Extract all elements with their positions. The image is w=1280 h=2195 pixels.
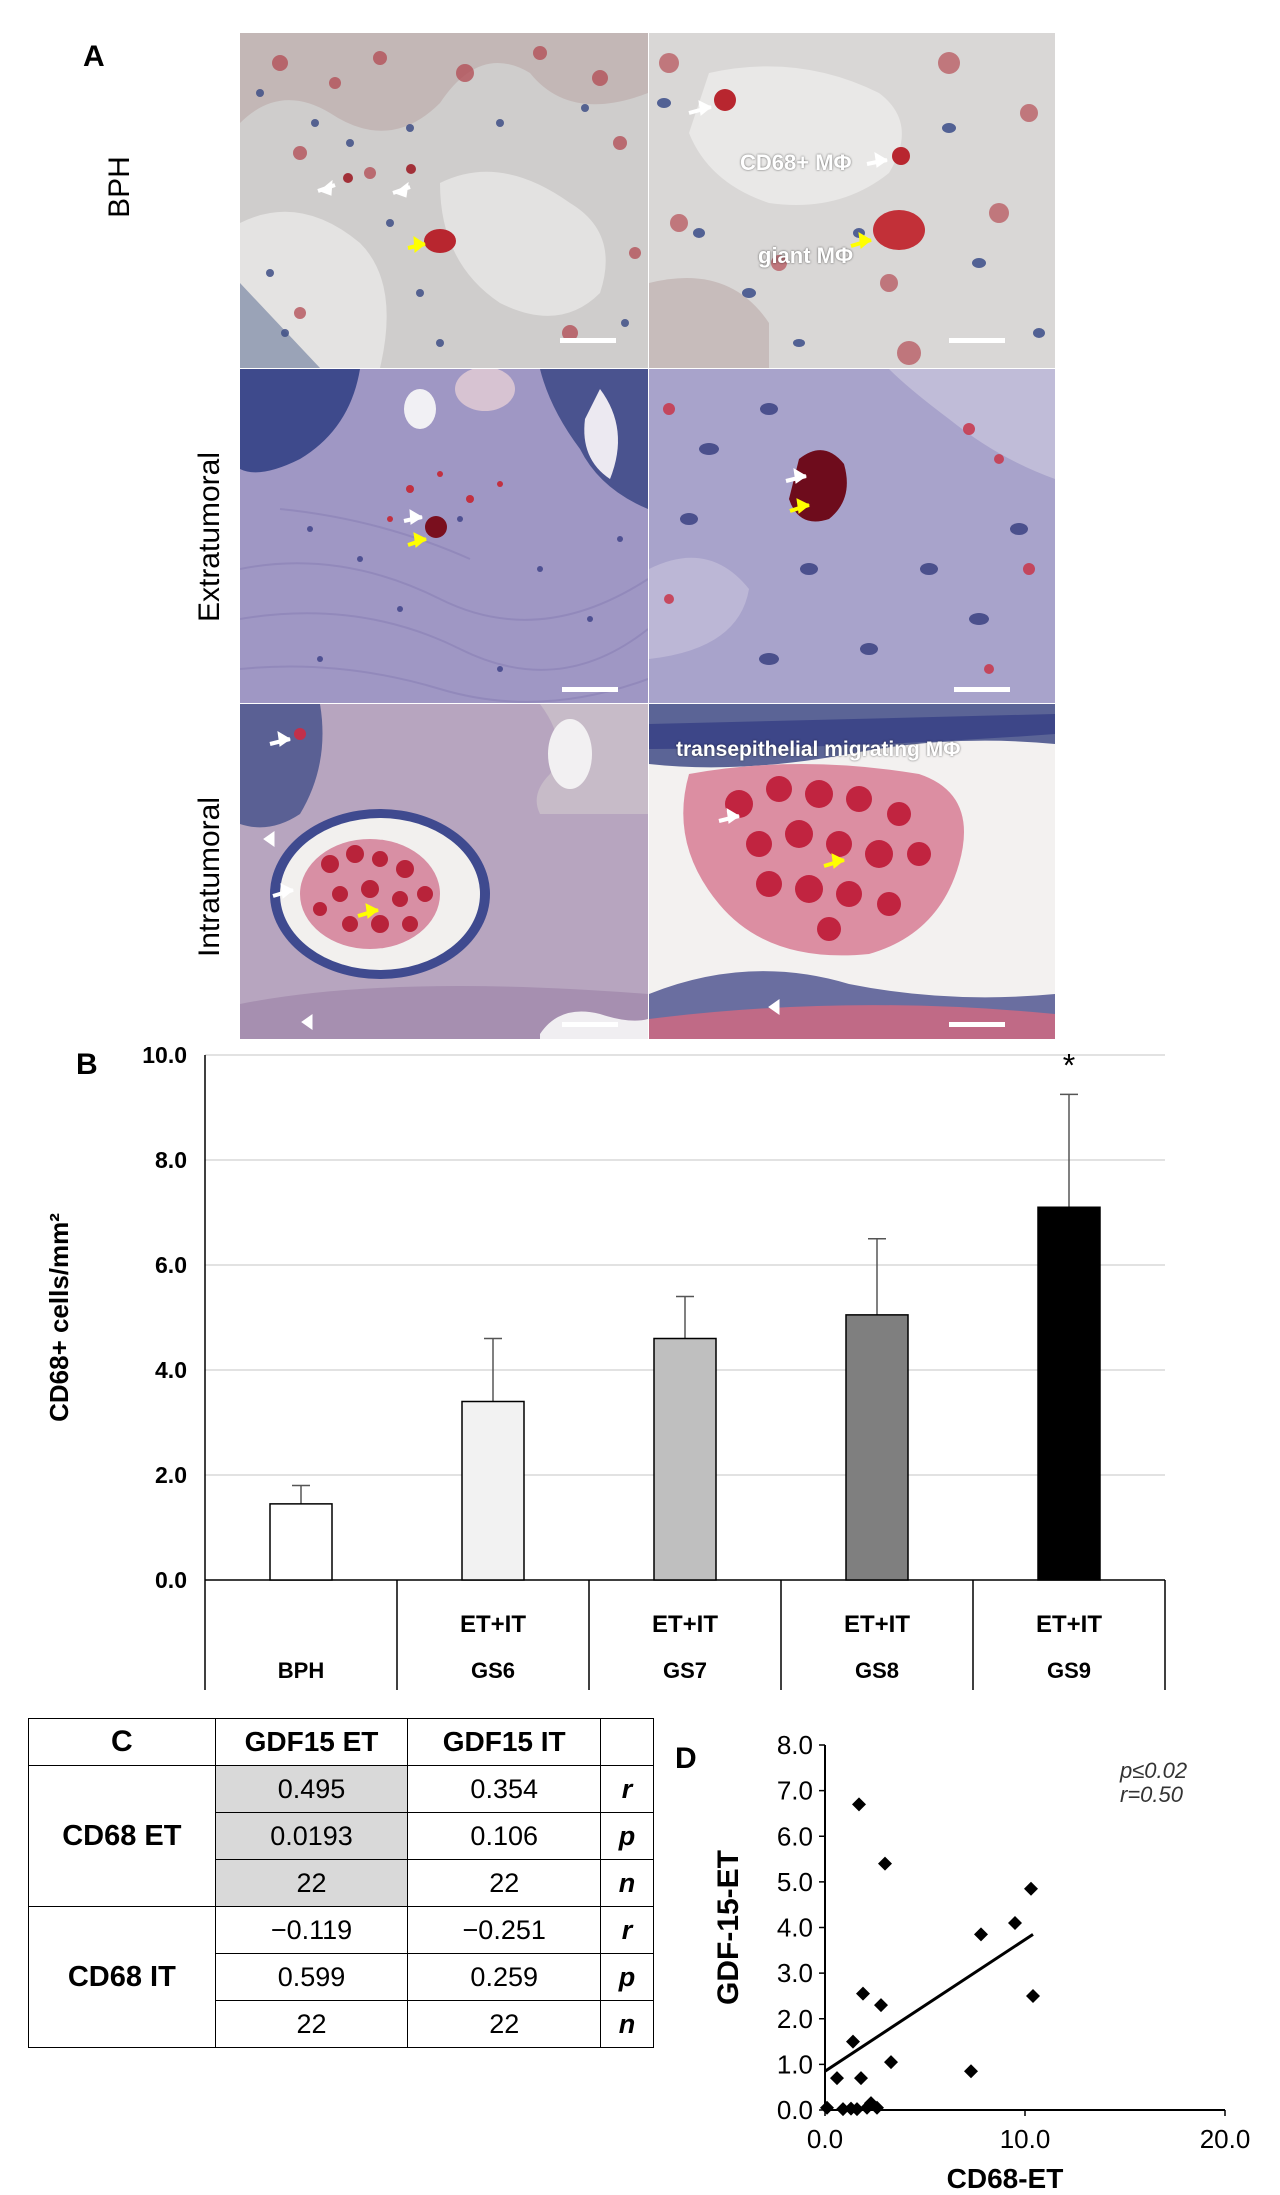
category-sublabel: ET+IT (460, 1611, 526, 1638)
stat-r-value: r=0.50 (1120, 1782, 1184, 1807)
y-tick-label: 0.0 (155, 1567, 187, 1593)
data-point (878, 1856, 892, 1871)
cell-cd68et-gdf15it-n: 22 (407, 1859, 602, 1907)
data-point (884, 2055, 898, 2070)
panel-d-letter: D (675, 1742, 697, 1775)
data-point (964, 2064, 978, 2079)
cell-cd68it-gdf15it-r: −0.251 (407, 1906, 602, 1954)
category-label: GS7 (663, 1658, 707, 1683)
y-tick-label: 10.0 (142, 1042, 187, 1068)
panel-b-letter: B (76, 1048, 98, 1081)
cd68-bar-chart: 0.0 2.0 4.0 6.0 8.0 10.0 CD68+ cells/mm² BPH ET+… (44, 1042, 1166, 1690)
cell-cd68et-gdf15et-r: 0.495 (214, 1765, 409, 1813)
x-tick-label: 10.0 (1000, 2124, 1051, 2154)
y-tick-label: 3.0 (777, 1958, 813, 1988)
stat-label: n (600, 2000, 654, 2048)
y-tick-label: 4.0 (155, 1357, 187, 1383)
category-label: GS6 (471, 1658, 515, 1683)
bar-gs9 (1037, 1206, 1101, 1581)
micrograph-intratumoral-low (240, 704, 648, 1039)
bar-gs6 (461, 1400, 525, 1581)
cell-cd68et-gdf15it-p: 0.106 (407, 1812, 602, 1860)
data-point (1008, 1915, 1022, 1930)
category-label: GS9 (1047, 1658, 1091, 1683)
data-point (870, 2100, 884, 2115)
y-tick-label: 4.0 (777, 1913, 813, 1943)
y-tick-label: 5.0 (777, 1867, 813, 1897)
stat-label: r (600, 1765, 654, 1813)
cell-cd68et-gdf15it-r: 0.354 (407, 1765, 602, 1813)
data-point (820, 2100, 834, 2115)
data-point (874, 1998, 888, 2013)
stat-label: n (600, 1859, 654, 1907)
data-point (1024, 1881, 1038, 1896)
data-point (830, 2071, 844, 2086)
y-tick-label: 6.0 (155, 1252, 187, 1278)
cell-cd68et-gdf15et-p: 0.0193 (214, 1812, 409, 1860)
annotation-cd68-mphi: CD68+ MΦ (740, 150, 852, 175)
x-tick-label: 20.0 (1200, 2124, 1251, 2154)
x-axis-label: CD68-ET (947, 2163, 1064, 2194)
bph-high-arrows (688, 100, 888, 249)
annotation-giant-mphi: giant MΦ (758, 243, 854, 268)
category-sublabel: ET+IT (1036, 1611, 1102, 1638)
cell-cd68it-gdf15it-n: 22 (407, 2000, 602, 2048)
micrograph-extratumoral-high (649, 369, 1055, 703)
annotation-transepithelial: transepithelial migrating MΦ (676, 738, 961, 761)
panel-a-letter: A (83, 40, 105, 73)
y-tick-label: 6.0 (777, 1821, 813, 1851)
significance-marker: * (1063, 1047, 1075, 1083)
data-point (852, 1797, 866, 1812)
row-label-bph: BPH (103, 156, 136, 218)
data-point (850, 2102, 864, 2117)
cell-cd68it-gdf15et-p: 0.599 (214, 1953, 409, 2001)
y-tick-label: 0.0 (777, 2095, 813, 2125)
data-point (856, 1986, 870, 2001)
data-point (836, 2102, 850, 2117)
row-label-intratumoral: Intratumoral (193, 796, 226, 958)
y-tick-label: 7.0 (777, 1776, 813, 1806)
stat-label: r (600, 1906, 654, 1954)
stat-p-value: p≤0.02 (1119, 1758, 1187, 1783)
data-point (846, 2034, 860, 2049)
stat-label: p (600, 1812, 654, 1860)
cell-cd68it-gdf15it-p: 0.259 (407, 1953, 602, 2001)
y-tick-label: 2.0 (155, 1462, 187, 1488)
y-tick-label: 2.0 (777, 2004, 813, 2034)
row-label-extratumoral: Extratumoral (193, 451, 226, 623)
data-point (974, 1927, 988, 1942)
bar-gs7 (653, 1337, 717, 1581)
row-group-cd68-it: CD68 IT (28, 1906, 216, 2048)
data-point (854, 2071, 868, 2086)
category-label: BPH (278, 1658, 324, 1683)
y-tick-label: 1.0 (777, 2049, 813, 2079)
y-tick-label: 8.0 (777, 1730, 813, 1760)
cell-cd68it-gdf15et-n: 22 (214, 2000, 409, 2048)
category-sublabel: ET+IT (844, 1611, 910, 1638)
bar-bph (269, 1503, 333, 1581)
bar-gs8 (845, 1314, 909, 1581)
correlation-table: C GDF15 ET GDF15 IT CD68 ET 0.495 0.354 … (28, 1718, 654, 2048)
gdf15-scatter-chart: 0.0 1.0 2.0 3.0 4.0 5.0 6.0 7.0 8.0 0.0 10.0 20.0 CD… (712, 1730, 1251, 2194)
category-sublabel: ET+IT (652, 1611, 718, 1638)
data-point (1026, 1988, 1040, 2003)
header-gdf15-et: GDF15 ET (214, 1718, 409, 1766)
category-label: GS8 (855, 1658, 899, 1683)
x-tick-label: 0.0 (807, 2124, 843, 2154)
header-gdf15-it: GDF15 IT (407, 1718, 602, 1766)
panel-c-letter: C (28, 1718, 216, 1766)
y-axis-label: GDF-15-ET (712, 1850, 745, 2005)
micrograph-bph-high (649, 33, 1055, 368)
stat-label: p (600, 1953, 654, 2001)
micrograph-intratumoral-high (649, 704, 1055, 1039)
cell-cd68it-gdf15et-r: −0.119 (214, 1906, 409, 1954)
trendline (824, 1933, 1034, 2073)
cell-cd68et-gdf15et-n: 22 (214, 1859, 409, 1907)
row-group-cd68-et: CD68 ET (28, 1765, 216, 1907)
y-tick-label: 8.0 (155, 1147, 187, 1173)
micrograph-extratumoral-low (240, 369, 648, 703)
y-axis-label: CD68+ cells/mm² (44, 1213, 74, 1422)
micrograph-bph-low (240, 33, 648, 368)
